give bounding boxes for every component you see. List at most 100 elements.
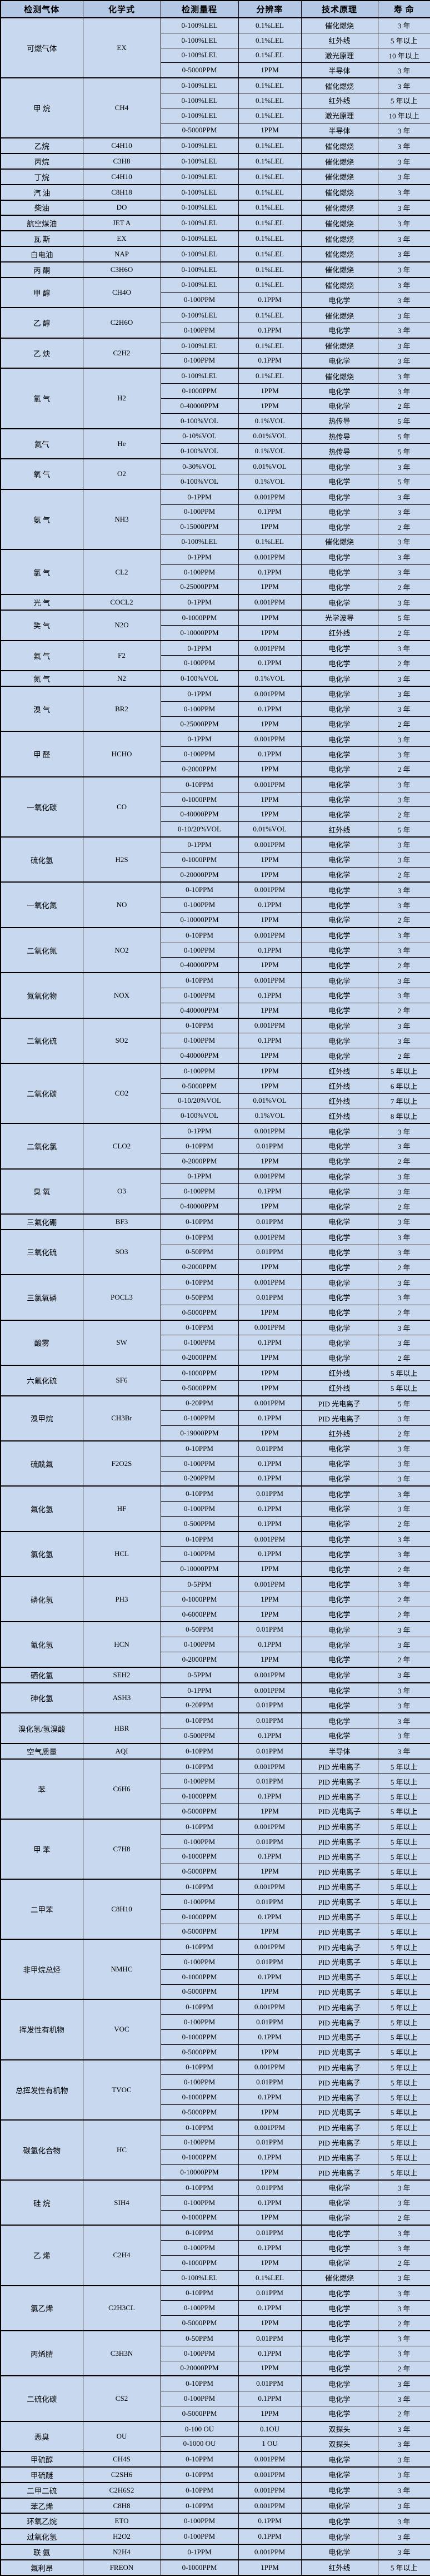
formula-cell: C8H10 [82,1879,161,1940]
resolution-cell: 0.1PPM [238,504,302,520]
principle-cell: 电化学 [301,866,378,883]
range-cell: 0-1000PPM [160,2559,239,2576]
principle-cell: 电化学 [301,564,378,580]
principle-cell: PID 光电离子 [301,1909,378,1925]
formula-cell: SW [82,1319,161,1366]
life-cell: 3 年 [377,2481,430,2499]
life-cell: 3 年 [377,1666,430,1683]
resolution-cell: 0.01PPM [238,1213,302,1230]
resolution-cell: 0.01PPM [238,1954,302,1970]
range-cell: 0-30%VOL [160,458,239,474]
principle-cell: 电化学 [301,1138,378,1154]
resolution-cell: 0.1%LEL [238,107,302,123]
range-cell: 0-100PPM [160,2014,239,2030]
table-row: 0-1000PPM 0.1PPM PID 光电离子 5 年以上 [1,2029,430,2045]
life-cell: 2 年 [377,806,430,823]
resolution-cell: 1PPM [238,761,302,777]
range-cell: 0-1000PPM [160,2089,239,2105]
range-cell: 0-5000PPM [160,122,239,138]
resolution-cell: 1PPM [238,2164,302,2181]
table-row: 0-1000PPM 0.1PPM PID 光电离子 5 年以上 [1,2089,430,2105]
life-cell: 3 年 [377,1213,430,1230]
life-cell: 3 年 [377,881,430,898]
life-cell: 3 年 [377,942,430,958]
resolution-cell: 0.1%LEL [238,92,302,108]
principle-cell: PID 光电离子 [301,1954,378,1970]
formula-cell: H2 [82,368,161,429]
principle-cell: 电化学 [301,1697,378,1713]
table-row: 过氧化氢 H2O2 0-100PPM 0.1PPM 电化学 3 年 [0,2528,430,2545]
formula-cell: C7H8 [82,1818,161,1880]
range-cell: 0-1000PPM [160,383,239,399]
table-row: 甲 烷 CH4 0-100%LEL 0.1%LEL 催化燃烧 3 年 [0,77,430,138]
gas-name-cell: 氰化氢 [0,1621,83,1668]
formula-cell: C2H6S2 [82,2481,161,2499]
range-cell: 0-1PPM [160,1168,239,1185]
life-cell: 3 年 [377,230,430,247]
range-cell: 0-100%LEL [160,153,239,170]
principle-cell: 红外线 [301,2559,378,2576]
life-cell: 3 年 [377,1546,430,1562]
resolution-cell: 0.01PPM [238,1697,302,1713]
table-row: 非甲烷总烃 NMHC 0-10PPM 0.001PPM PID 光电离子 5 年以上 [0,1939,430,2000]
range-cell: 0-25000PPM [160,579,239,595]
life-cell: 5 年 [377,610,430,626]
range-cell: 0-100%LEL [160,368,239,384]
principle-cell: 电化学 [301,1561,378,1577]
life-cell: 2 年 [377,2315,430,2331]
range-cell: 0-1000PPM [160,1969,239,1985]
resolution-cell: 0.1PPM [238,1335,302,1351]
table-row: 二氧化碳 CO2 0-100PPM 1PPM 红外线 5 年以上 [0,1062,430,1124]
range-cell: 0-5000PPM [160,1804,239,1820]
resolution-cell: 0.001PPM [238,1758,302,1775]
formula-cell: C4H10 [82,137,161,154]
life-cell: 5 年以上 [377,2074,430,2090]
formula-cell: HCL [82,1530,161,1577]
table-row: 0-1000PPM 0.1PPM PID 光电离子 5 年以上 [1,1789,430,1805]
principle-cell: PID 光电离子 [301,1999,378,2015]
gas-name-cell: 二氧化氯 [0,1123,83,1170]
principle-cell: 电化学 [301,1530,378,1547]
principle-cell: PID 光电离子 [301,1789,378,1805]
gas-name-cell: 硒化氢 [0,1666,83,1683]
principle-cell: 电化学 [301,1652,378,1668]
principle-cell: 电化学 [301,2240,378,2256]
formula-cell: C8H18 [82,184,161,201]
resolution-cell: 1PPM [238,1364,302,1381]
life-cell: 3 年 [377,640,430,656]
principle-cell: 电化学 [301,2391,378,2406]
resolution-cell: 0.1PPM [238,655,302,671]
range-cell: 0-100%LEL [160,261,239,278]
table-row: 二氧化硫 SO2 0-10PPM 0.001PPM 电化学 3 年 [0,1017,430,1064]
principle-cell: 激光原理 [301,107,378,123]
range-cell: 0-5000PPM [160,1078,239,1094]
life-cell: 3 年 [377,2466,430,2483]
life-cell: 5 年以上 [377,32,430,48]
range-cell: 0-200PPM [160,1470,239,1487]
life-cell: 2 年 [377,761,430,777]
gas-name-cell: 总挥发性有机物 [0,2059,83,2121]
range-cell: 0-1000 OU [160,2436,239,2452]
table-row: 二氧化氮 NO2 0-10PPM 0.001PPM 电化学 3 年 [0,927,430,973]
resolution-cell: 0.1PPM [238,322,302,339]
life-cell: 5 年以上 [377,2119,430,2136]
gas-name-cell: 二氧化氮 [0,927,83,973]
gas-name-cell: 空气质量 [0,1742,83,1760]
table-row: 白电油 NAP 0-100%LEL 0.1%LEL 催化燃烧 3 年 [0,245,430,262]
resolution-cell: 0.1%LEL [238,245,302,262]
range-cell: 0-20PPM [160,1395,239,1411]
life-cell: 3 年 [377,1319,430,1336]
formula-cell: HCN [82,1621,161,1668]
table-row: 丙烷 C3H8 0-100%LEL 0.1%LEL 催化燃烧 3 年 [0,153,430,170]
life-cell: 3 年 [377,731,430,747]
range-cell: 0-1PPM [160,548,239,565]
principle-cell: 催化燃烧 [301,261,378,278]
range-cell: 0-5000PPM [160,1304,239,1321]
life-cell: 5 年以上 [377,1909,430,1925]
range-cell: 0-5000PPM [160,2315,239,2331]
range-cell: 0-10PPM [160,2451,239,2468]
formula-cell: CO [82,776,161,838]
resolution-cell: 0.01%VOL [238,821,302,838]
gas-name-cell: 丙 酮 [0,261,83,278]
gas-name-cell: 可燃气体 [0,17,83,78]
